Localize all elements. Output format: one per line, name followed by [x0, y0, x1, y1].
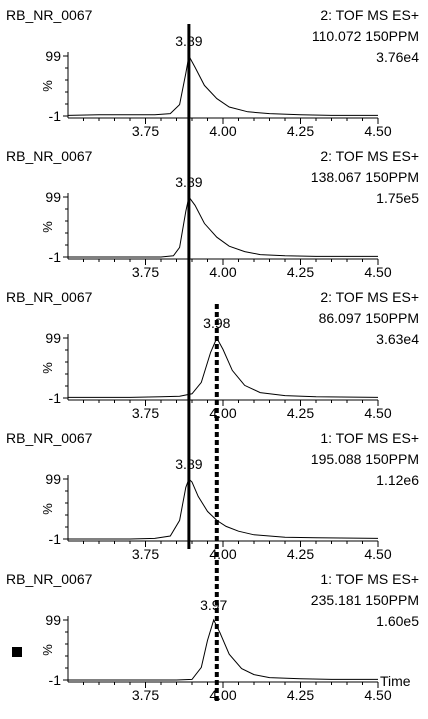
marker-square — [12, 647, 22, 657]
y-tick-label: -1 — [49, 390, 62, 406]
function-label: 1: TOF MS ES+ — [320, 571, 419, 587]
x-tick-label: 3.75 — [132, 687, 159, 703]
mass-label: 138.067 150PPM — [311, 169, 419, 185]
x-tick-label: 4.00 — [209, 405, 236, 421]
x-tick-label: 4.50 — [364, 546, 391, 562]
chromatogram-panel-2: RB_NR_0067 2: TOF MS ES+ 138.067 150PPM 1.7… — [6, 148, 419, 280]
x-tick-label: 4.00 — [209, 264, 236, 280]
y-tick-label: 99 — [45, 330, 61, 346]
y-axis-label: % — [40, 221, 55, 233]
x-tick-label: 3.75 — [132, 546, 159, 562]
x-tick-label: 3.75 — [132, 123, 159, 139]
mass-label: 110.072 150PPM — [312, 28, 419, 44]
chromatogram-trace — [68, 478, 379, 540]
chromatogram-panel-4: RB_NR_0067 1: TOF MS ES+ 195.088 150PPM 1.1… — [6, 430, 419, 562]
sample-name: RB_NR_0067 — [6, 7, 93, 23]
y-axis-label: % — [40, 644, 55, 656]
function-label: 2: TOF MS ES+ — [320, 289, 419, 305]
x-tick-label: 3.75 — [132, 405, 159, 421]
y-tick-label: 99 — [45, 189, 61, 205]
intensity-label: 3.63e4 — [376, 331, 419, 347]
chromatogram-panel-3: RB_NR_0067 2: TOF MS ES+ 86.097 150PPM 3.63… — [6, 289, 419, 421]
y-tick-label: -1 — [49, 108, 62, 124]
y-tick-label: -1 — [49, 249, 62, 265]
intensity-label: 1.60e5 — [376, 613, 419, 629]
sample-name: RB_NR_0067 — [6, 148, 93, 164]
y-tick-label: 99 — [45, 471, 61, 487]
function-label: 1: TOF MS ES+ — [320, 430, 419, 446]
chromatogram-trace — [68, 336, 379, 398]
mass-label: 195.088 150PPM — [311, 451, 419, 467]
x-tick-label: 4.50 — [364, 405, 391, 421]
chromatogram-trace — [68, 195, 378, 258]
function-label: 2: TOF MS ES+ — [320, 148, 419, 164]
x-tick-label: 4.25 — [287, 546, 314, 562]
x-tick-label: 4.25 — [287, 405, 314, 421]
x-tick-label: 4.25 — [287, 264, 314, 280]
y-tick-label: -1 — [49, 672, 62, 688]
function-label: 2: TOF MS ES+ — [320, 7, 419, 23]
y-tick-label: 99 — [45, 612, 61, 628]
intensity-label: 1.75e5 — [376, 190, 419, 206]
chromatogram-panel-1: RB_NR_0067 2: TOF MS ES+ 110.072 150PPM 3.7… — [6, 7, 419, 139]
x-tick-label: 4.00 — [209, 123, 236, 139]
y-axis-label: % — [40, 80, 55, 92]
x-tick-label: 4.50 — [364, 687, 391, 703]
x-tick-label: 4.25 — [287, 123, 314, 139]
intensity-label: 3.76e4 — [376, 49, 419, 65]
chromatogram-panel-5: RB_NR_0067 1: TOF MS ES+ 235.181 150PPM 1.6… — [6, 571, 419, 703]
sample-name: RB_NR_0067 — [6, 571, 93, 587]
x-tick-label: 4.00 — [209, 546, 236, 562]
x-tick-label: 4.25 — [287, 687, 314, 703]
y-axis-label: % — [40, 503, 55, 515]
y-tick-label: 99 — [45, 48, 61, 64]
sample-name: RB_NR_0067 — [6, 289, 93, 305]
chromatogram-trace — [68, 618, 378, 681]
intensity-label: 1.12e6 — [376, 472, 419, 488]
y-tick-label: -1 — [49, 531, 62, 547]
peak-label: 3.97 — [200, 597, 227, 613]
chromatogram-trace — [67, 54, 378, 116]
x-axis-title: Time — [380, 673, 411, 689]
x-tick-label: 4.00 — [209, 687, 236, 703]
y-axis-label: % — [40, 362, 55, 374]
x-tick-label: 3.75 — [132, 264, 159, 280]
mass-label: 86.097 150PPM — [319, 310, 419, 326]
mass-label: 235.181 150PPM — [311, 592, 419, 608]
x-tick-label: 4.50 — [364, 123, 391, 139]
x-tick-label: 4.50 — [364, 264, 391, 280]
sample-name: RB_NR_0067 — [6, 430, 93, 446]
